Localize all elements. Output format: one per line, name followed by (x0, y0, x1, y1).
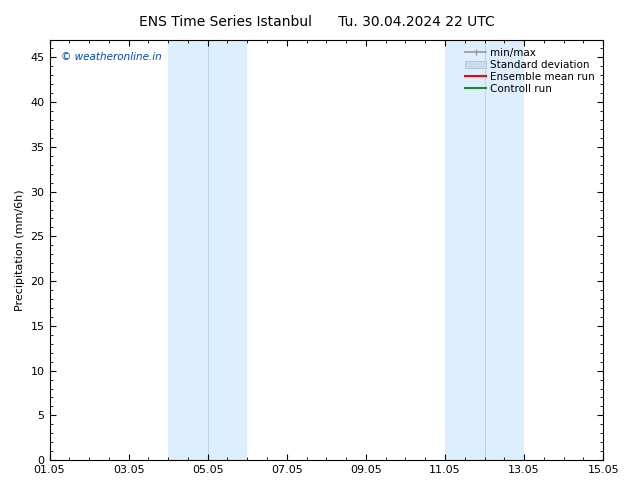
Text: ENS Time Series Istanbul      Tu. 30.04.2024 22 UTC: ENS Time Series Istanbul Tu. 30.04.2024 … (139, 15, 495, 29)
Bar (208, 40, 247, 460)
Y-axis label: Precipitation (mm/6h): Precipitation (mm/6h) (15, 189, 25, 311)
Bar (445, 40, 484, 460)
Bar (168, 40, 208, 460)
Legend: min/max, Standard deviation, Ensemble mean run, Controll run: min/max, Standard deviation, Ensemble me… (462, 45, 598, 97)
Text: © weatheronline.in: © weatheronline.in (61, 52, 162, 62)
Bar (484, 40, 524, 460)
